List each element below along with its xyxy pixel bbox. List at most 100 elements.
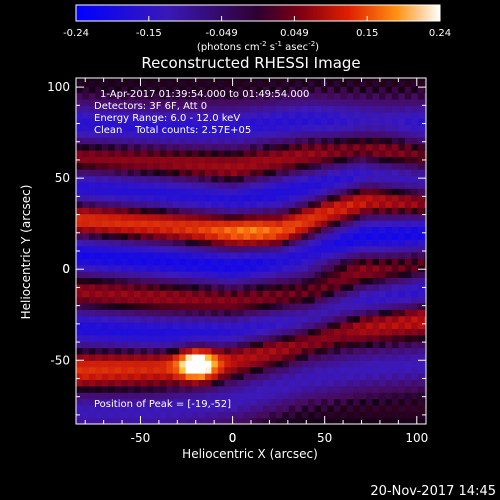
heatmap-cell — [211, 277, 219, 285]
heatmap-cell — [385, 220, 393, 227]
heatmap-cell — [179, 86, 187, 94]
heatmap-cell — [269, 239, 277, 247]
heatmap-cell — [256, 334, 264, 342]
heatmap-cell — [321, 200, 328, 208]
heatmap-cell — [379, 341, 386, 349]
heatmap-cell — [353, 411, 361, 419]
heatmap-cell — [101, 181, 109, 189]
heatmap-cell — [275, 264, 283, 272]
heatmap-cell — [95, 417, 103, 424]
heatmap-cell — [224, 181, 232, 189]
heatmap-cell — [140, 239, 148, 247]
heatmap-cell — [159, 137, 167, 145]
heatmap-cell — [224, 137, 232, 145]
heatmap-cell — [166, 283, 174, 291]
heatmap-cell — [417, 328, 425, 336]
heatmap-cell — [411, 417, 419, 424]
heatmap-cell — [250, 392, 258, 400]
heatmap-cell — [275, 232, 283, 240]
heatmap-cell — [237, 137, 245, 145]
heatmap-cell — [127, 398, 135, 406]
heatmap-cell — [398, 239, 406, 247]
heatmap-cell — [95, 283, 103, 291]
heatmap-cell — [230, 411, 238, 419]
heatmap-cell — [372, 347, 380, 355]
heatmap-cell — [288, 315, 296, 323]
heatmap-cell — [379, 175, 386, 183]
heatmap-cell — [121, 245, 129, 253]
heatmap-cell — [204, 264, 212, 272]
heatmap-cell — [372, 277, 380, 285]
heatmap-cell — [211, 105, 219, 113]
heatmap-cell — [366, 207, 374, 215]
heatmap-cell — [159, 194, 167, 202]
heatmap-cell — [230, 220, 238, 227]
heatmap-cell — [391, 379, 399, 387]
heatmap-cell — [121, 118, 129, 126]
heatmap-cell — [121, 220, 129, 227]
heatmap-cell — [179, 283, 187, 291]
heatmap-cell — [140, 302, 148, 310]
heatmap-cell — [275, 328, 283, 336]
heatmap-cell — [256, 315, 264, 323]
heatmap-cell — [308, 78, 316, 81]
heatmap-cell — [211, 296, 219, 304]
heatmap-cell — [398, 404, 406, 412]
heatmap-cell — [269, 315, 277, 323]
heatmap-cell — [275, 258, 283, 266]
heatmap-cell — [82, 315, 90, 323]
heatmap-cell — [385, 353, 393, 361]
heatmap-cell — [230, 322, 238, 329]
heatmap-cell — [372, 385, 380, 393]
heatmap-cell — [153, 271, 161, 278]
heatmap-cell — [76, 328, 83, 336]
heatmap-cell — [95, 175, 103, 183]
heatmap-cell — [134, 392, 141, 400]
heatmap-cell — [121, 226, 129, 234]
heatmap-cell — [417, 353, 425, 361]
heatmap-cell — [172, 296, 180, 304]
heatmap-cell — [114, 169, 122, 177]
heatmap-cell — [140, 220, 148, 227]
heatmap-cell — [224, 283, 232, 291]
heatmap-cell — [243, 169, 251, 177]
heatmap-cell — [301, 302, 309, 310]
heatmap-cell — [288, 92, 296, 100]
heatmap-cell — [424, 334, 426, 342]
heatmap-cell — [398, 124, 406, 132]
heatmap-cell — [353, 353, 361, 361]
heatmap-cell — [250, 245, 258, 253]
heatmap-cell — [372, 398, 380, 406]
heatmap-cell — [108, 124, 116, 132]
heatmap-cell — [159, 385, 167, 393]
heatmap-cells — [76, 78, 426, 424]
heatmap-cell — [301, 137, 309, 145]
heatmap-cell — [333, 251, 341, 259]
heatmap-cell — [424, 271, 426, 278]
heatmap-cell — [295, 118, 303, 126]
heatmap-cell — [146, 143, 154, 151]
heatmap-cell — [327, 194, 335, 202]
heatmap-cell — [256, 385, 264, 393]
heatmap-cell — [263, 207, 270, 215]
heatmap-cell — [301, 175, 309, 183]
heatmap-cell — [250, 137, 258, 145]
heatmap-cell — [108, 347, 116, 355]
heatmap-cell — [185, 169, 193, 177]
heatmap-cell — [263, 302, 270, 310]
heatmap-cell — [211, 232, 219, 240]
heatmap-cell — [179, 347, 187, 355]
heatmap-cell — [353, 245, 361, 253]
heatmap-cell — [114, 137, 122, 145]
heatmap-cell — [172, 213, 180, 221]
heatmap-cell — [211, 353, 219, 361]
heatmap-cell — [185, 379, 193, 387]
heatmap-cell — [217, 283, 225, 291]
heatmap-cell — [411, 111, 419, 119]
heatmap-cell — [269, 200, 277, 208]
heatmap-cell — [121, 322, 129, 329]
heatmap-cell — [269, 271, 277, 278]
heatmap-cell — [211, 194, 219, 202]
heatmap-cell — [256, 79, 264, 87]
heatmap-cell — [127, 417, 135, 424]
